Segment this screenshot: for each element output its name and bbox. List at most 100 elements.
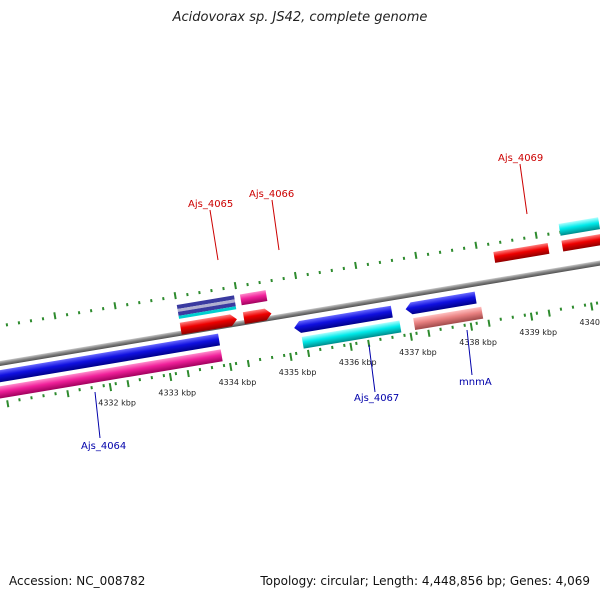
feature-ajs-4067-block	[301, 320, 402, 349]
upper-tick	[198, 290, 201, 295]
kbp-major-tick	[229, 362, 233, 372]
feature-ajs-4065-stripe-3	[177, 302, 236, 316]
genome-backbone	[0, 219, 600, 373]
kbp-tick-label: 4339 kbp	[519, 328, 557, 337]
gene-label-ajs-4067: Ajs_4067	[354, 393, 399, 404]
lower-tick	[42, 394, 45, 398]
upper-tick	[402, 256, 406, 261]
upper-tick	[246, 282, 249, 287]
upper-tick	[162, 296, 165, 301]
lower-tick	[246, 359, 250, 368]
kbp-major-tick	[529, 312, 534, 321]
feature-ajs-4065-stripe-4	[178, 306, 237, 319]
feature-ajs-4067-arrow	[294, 305, 393, 333]
upper-tick	[138, 301, 141, 305]
lower-tick	[90, 386, 93, 390]
upper-tick	[5, 323, 9, 327]
lower-tick	[306, 349, 311, 358]
gene-label-mnma: mnmA	[459, 377, 492, 388]
map-title: Acidovorax sp. JS42, complete genome	[172, 10, 428, 25]
feature-ajs-4064-magenta	[0, 349, 223, 401]
lower-tick	[487, 319, 491, 327]
upper-tick	[414, 251, 418, 259]
gene-label-ajs-4069: Ajs_4069	[498, 153, 543, 164]
feature-ajs-4065-arrow	[179, 314, 237, 335]
feature-ajs-4070-block	[561, 234, 600, 252]
kbp-label-row: 4332 kbp 4333 kbp 4334 kbp 4335 kbp 4336 kbp…	[98, 302, 600, 407]
feature-ajs-4066-block	[239, 290, 268, 306]
upper-tick	[29, 319, 33, 323]
upper-tick	[330, 268, 334, 273]
leader-ajs-4065	[209, 209, 219, 261]
lower-tick	[114, 382, 117, 386]
lower-tick	[427, 329, 431, 337]
upper-tick	[534, 231, 538, 239]
upper-tick	[499, 240, 502, 244]
lower-tick	[475, 321, 478, 325]
feature-ajs-4064-blue	[0, 333, 221, 386]
lower-tick	[415, 331, 418, 335]
lower-tick	[66, 390, 70, 398]
leader-ajs-4069	[519, 163, 528, 215]
upper-tick	[210, 288, 213, 293]
lower-tick	[463, 323, 466, 327]
gene-label-ajs-4065: Ajs_4065	[188, 199, 233, 210]
lower-tick	[379, 337, 382, 342]
upper-tick	[258, 280, 261, 285]
upper-tick	[306, 272, 309, 277]
upper-tick	[523, 236, 526, 240]
kbp-tick-label: 4340 kbp	[580, 318, 600, 327]
lower-tick	[174, 371, 178, 376]
kbp-major-tick	[469, 322, 474, 331]
upper-tick	[125, 303, 129, 307]
upper-tick	[270, 278, 273, 283]
kbp-tick-label: 4336 kbp	[339, 358, 377, 367]
lower-tick	[102, 384, 105, 388]
feature-ajs-4065-stripe-2	[177, 299, 236, 312]
lower-tick	[439, 327, 442, 331]
lower-tick	[234, 361, 238, 366]
lower-tick	[30, 396, 33, 400]
feature-ajs-4070-cyan	[558, 217, 600, 236]
upper-tick	[173, 292, 177, 300]
kbp-tick-label: 4332 kbp	[98, 398, 136, 407]
feature-ajs-4065-stripe-1	[176, 295, 235, 309]
lower-tick	[391, 335, 394, 339]
lower-tick	[523, 313, 527, 317]
kbp-tick-label: 4333 kbp	[158, 388, 196, 397]
upper-tick	[378, 260, 382, 265]
lower-tick	[258, 357, 262, 362]
upper-tick	[293, 271, 298, 280]
upper-tick	[222, 286, 225, 291]
kbp-tick-label: 4335 kbp	[279, 368, 317, 377]
lower-tick	[162, 373, 166, 378]
gene-label-ajs-4066: Ajs_4066	[249, 189, 294, 200]
lower-tick	[535, 311, 539, 315]
upper-tick	[450, 248, 454, 252]
lower-tick	[583, 303, 587, 307]
lower-tick	[186, 369, 190, 378]
kbp-major-tick	[409, 332, 413, 341]
upper-tick	[65, 313, 69, 317]
lower-tick	[270, 355, 274, 360]
leader-mnma	[466, 329, 473, 376]
kbp-major-tick	[289, 352, 293, 361]
upper-tick	[342, 266, 346, 271]
upper-tick	[113, 302, 117, 310]
lower-tick	[18, 398, 21, 402]
kbp-major-tick	[168, 372, 173, 382]
upper-tick	[17, 321, 21, 325]
upper-tick	[426, 252, 430, 256]
upper-tick	[462, 246, 466, 250]
lower-tick	[54, 392, 57, 396]
upper-tick	[101, 307, 105, 311]
lower-tick	[571, 305, 575, 309]
lower-tick	[210, 365, 214, 370]
upper-tick	[390, 258, 394, 263]
lower-tick	[355, 341, 358, 346]
lower-tick	[451, 325, 454, 329]
lower-tick	[499, 317, 502, 321]
kbp-major-tick	[349, 342, 353, 351]
upper-tick	[438, 250, 442, 254]
lower-tick	[198, 367, 202, 372]
